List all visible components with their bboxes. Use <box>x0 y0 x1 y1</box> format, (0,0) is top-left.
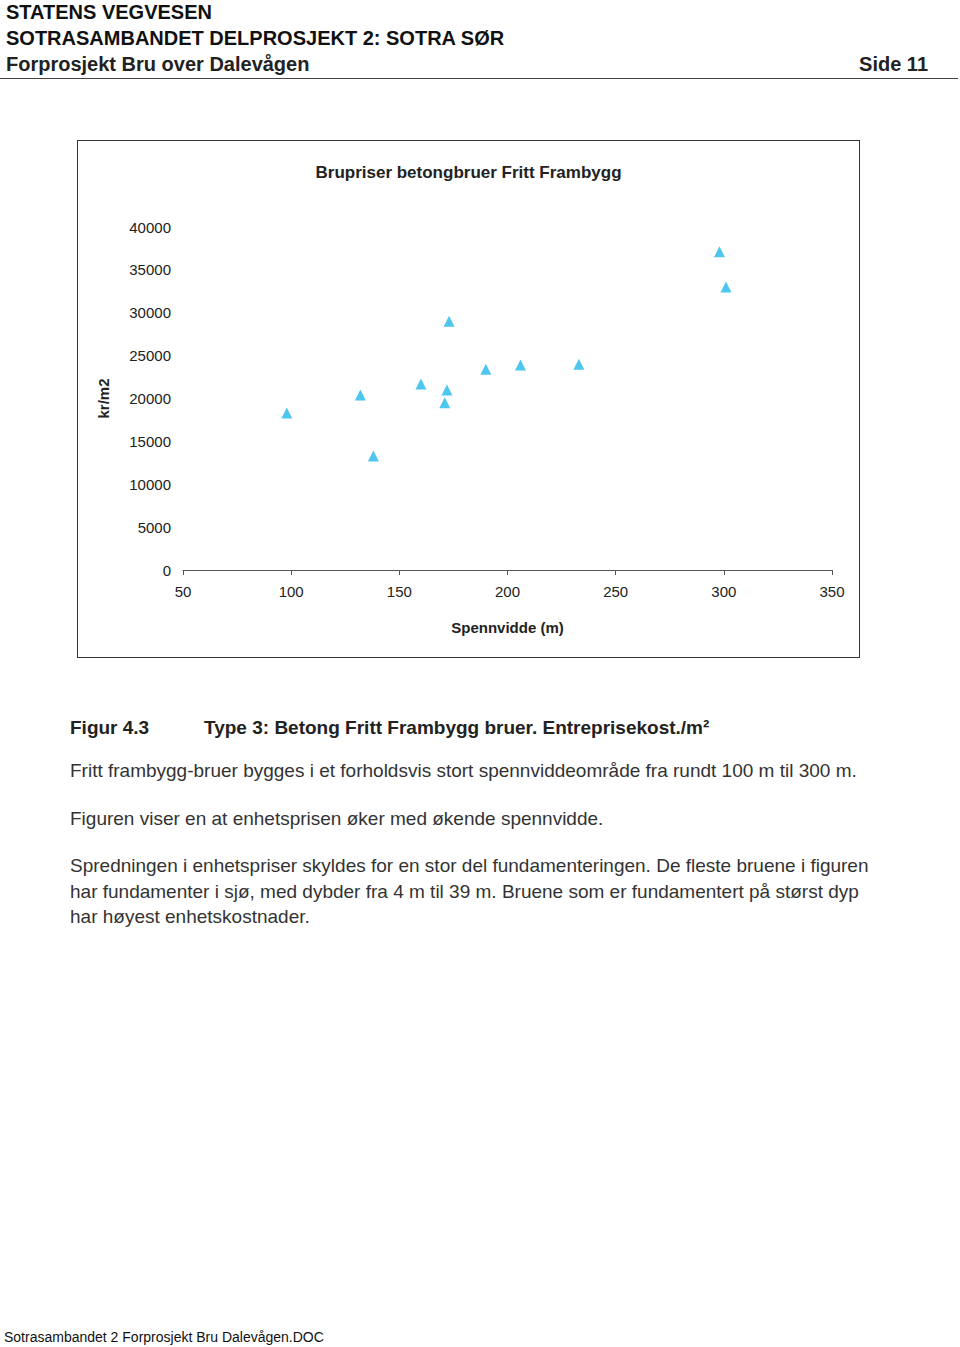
svg-text:15000: 15000 <box>129 433 171 450</box>
svg-text:300: 300 <box>711 583 736 600</box>
svg-text:0: 0 <box>163 562 171 579</box>
svg-text:250: 250 <box>603 583 628 600</box>
svg-text:100: 100 <box>279 583 304 600</box>
svg-text:Spennvidde (m): Spennvidde (m) <box>451 619 564 636</box>
html-text:SOTRASAMBANDET DELPROSJEKT 2:: SOTRASAMBANDET DELPROSJEKT 2: SOTRA SØR <box>6 27 505 49</box>
html-text:Side 11: Side 11 <box>859 53 928 75</box>
svg-text:40000: 40000 <box>129 219 171 236</box>
html-text:Fritt frambygg-bruer bygges i: Fritt frambygg-bruer bygges i et forhold… <box>70 760 857 781</box>
svg-text:Brupriser betongbruer Fritt Fr: Brupriser betongbruer Fritt Frambygg <box>315 163 621 182</box>
html-text:Forprosjekt Bru over Dalevågen: Forprosjekt Bru over Dalevågen <box>6 53 310 75</box>
html-text:har fundamenter i sjø, med dyb: har fundamenter i sjø, med dybder fra 4 … <box>70 880 859 902</box>
html-text:Spredningen i enhetspriser sky: Spredningen i enhetspriser skyldes for e… <box>70 855 869 876</box>
svg-text:50: 50 <box>175 583 192 600</box>
svg-text:30000: 30000 <box>129 304 171 321</box>
html-text:Figur 4.3: Figur 4.3 <box>70 717 150 738</box>
svg-text:10000: 10000 <box>129 476 171 493</box>
svg-text:20000: 20000 <box>129 390 171 407</box>
html-text:Type 3: Betong Fritt Frambygg: Type 3: Betong Fritt Frambygg bruer. Ent… <box>204 717 710 738</box>
svg-text:150: 150 <box>387 583 412 600</box>
html-text:har høyest enhetskostnader.: har høyest enhetskostnader. <box>70 906 310 927</box>
svg-text:350: 350 <box>819 583 844 600</box>
html-text:STATENS VEGVESEN: STATENS VEGVESEN <box>6 1 212 23</box>
html-text:Figuren viser en at enhetspris: Figuren viser en at enhetsprisen øker me… <box>70 807 604 829</box>
svg-text:200: 200 <box>495 583 520 600</box>
svg-text:35000: 35000 <box>129 261 171 278</box>
svg-text:5000: 5000 <box>138 519 171 536</box>
svg-text:kr/m2: kr/m2 <box>95 378 112 418</box>
html-text:Sotrasambandet 2 Forprosjekt B: Sotrasambandet 2 Forprosjekt Bru Dalevåg… <box>4 1329 324 1345</box>
svg-text:25000: 25000 <box>129 347 171 364</box>
